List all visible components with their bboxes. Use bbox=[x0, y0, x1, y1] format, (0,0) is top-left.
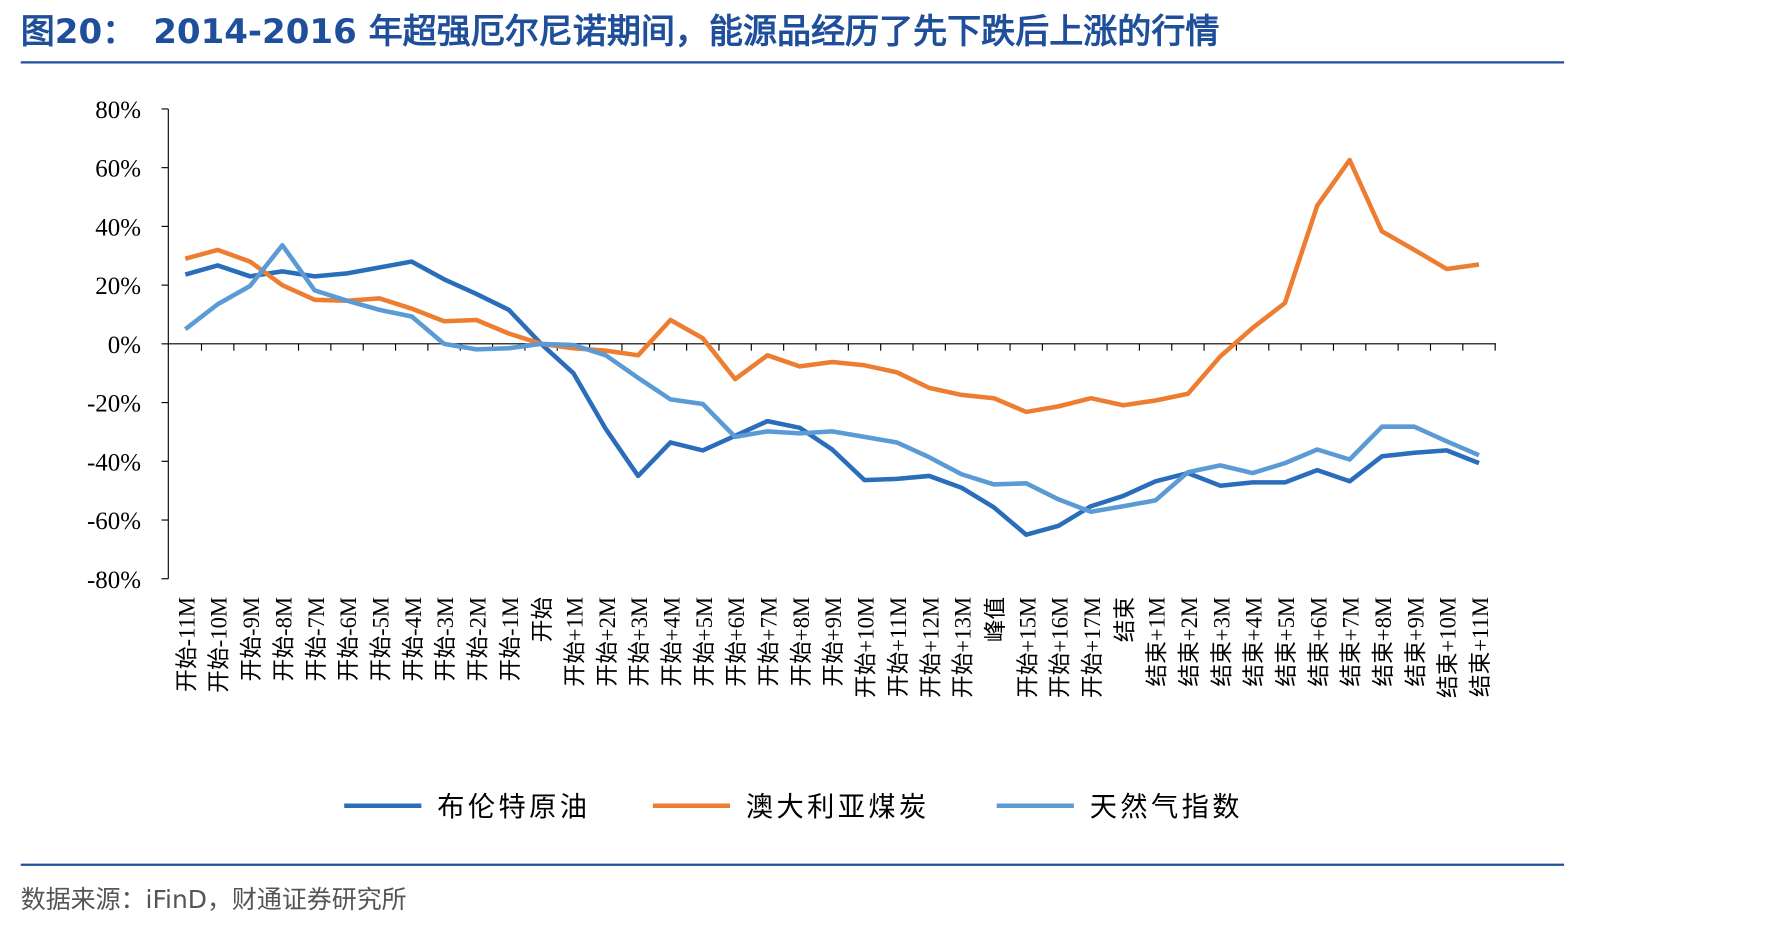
chart-title: 图20： 2014-2016 年超强厄尔尼诺期间，能源品经历了先下跌后上涨的行情 bbox=[21, 12, 1220, 52]
x-tick-label: 结束+10M bbox=[1436, 597, 1461, 698]
x-tick-label: 开始 bbox=[530, 597, 555, 642]
x-tick-label: 开始+7M bbox=[757, 597, 782, 687]
x-tick-label: 开始-3M bbox=[433, 597, 458, 681]
x-tick-label: 开始+17M bbox=[1080, 597, 1105, 698]
x-tick-label: 结束+3M bbox=[1209, 597, 1234, 687]
x-tick-label: 开始+15M bbox=[1015, 597, 1040, 698]
x-tick-label: 开始+3M bbox=[627, 597, 652, 687]
x-tick-label: 开始-4M bbox=[401, 597, 426, 681]
x-tick-label: 开始-8M bbox=[271, 597, 296, 681]
x-tick-label: 开始+1M bbox=[563, 597, 588, 687]
x-tick-label: 开始-6M bbox=[336, 597, 361, 681]
x-tick-label: 开始-7M bbox=[304, 597, 329, 681]
x-tick-label: 结束+7M bbox=[1339, 597, 1364, 687]
series-line bbox=[183, 242, 1480, 515]
x-tick-label: 开始+13M bbox=[951, 597, 976, 698]
x-tick-label: 结束+5M bbox=[1274, 597, 1299, 687]
legend-label: 天然气指数 bbox=[1090, 792, 1243, 823]
x-tick-label: 开始-10M bbox=[207, 597, 232, 693]
x-tick-label: 结束+11M bbox=[1468, 597, 1493, 697]
y-tick-label: -40% bbox=[87, 449, 141, 476]
y-tick-label: -80% bbox=[87, 567, 141, 594]
y-tick-label: -60% bbox=[87, 508, 141, 535]
x-tick-label: 开始+2M bbox=[595, 597, 620, 687]
x-tick-label: 开始-11M bbox=[174, 597, 199, 692]
x-tick-label: 开始+12M bbox=[918, 597, 943, 698]
x-tick-label: 开始+11M bbox=[886, 597, 911, 697]
x-tick-label: 结束 bbox=[1112, 597, 1137, 642]
x-tick-label: 开始+6M bbox=[724, 597, 749, 687]
x-tick-label: 开始-5M bbox=[368, 597, 393, 681]
x-tick-label: 结束+9M bbox=[1403, 597, 1428, 687]
x-tick-label: 开始+4M bbox=[660, 597, 685, 687]
series-line bbox=[184, 157, 1480, 415]
legend-label: 澳大利亚煤炭 bbox=[746, 792, 930, 823]
legend-label: 布伦特原油 bbox=[437, 792, 590, 823]
y-tick-label: 0% bbox=[108, 332, 141, 359]
x-tick-label: 开始+16M bbox=[1048, 597, 1073, 698]
x-tick-label: 结束+1M bbox=[1145, 597, 1170, 687]
y-tick-label: 60% bbox=[95, 156, 141, 183]
y-tick-label: 40% bbox=[95, 214, 141, 241]
source: 数据来源：iFinD，财通证券研究所 bbox=[21, 885, 407, 914]
y-tick-label: -20% bbox=[87, 391, 141, 418]
x-tick-label: 结束+8M bbox=[1371, 597, 1396, 687]
y-tick-label: 20% bbox=[95, 273, 141, 300]
x-tick-label: 结束+4M bbox=[1242, 597, 1267, 687]
y-tick-label: 80% bbox=[95, 97, 141, 124]
x-tick-label: 开始-9M bbox=[239, 597, 264, 681]
x-tick-label: 峰值 bbox=[983, 597, 1008, 642]
series-line bbox=[184, 259, 1480, 537]
plot: -80% -60% -40% -20% 0% 20% 40% 60% 80% 开始-11M 开始-1… bbox=[87, 97, 1497, 823]
x-tick-label: 开始+8M bbox=[789, 597, 814, 687]
x-tick-label: 结束+2M bbox=[1177, 597, 1202, 687]
x-tick-label: 开始+5M bbox=[692, 597, 717, 687]
x-tick-label: 开始+10M bbox=[854, 597, 879, 698]
x-tick-label: 开始+9M bbox=[821, 597, 846, 687]
x-tick-label: 开始-2M bbox=[465, 597, 490, 681]
x-tick-label: 结束+6M bbox=[1306, 597, 1331, 687]
x-tick-label: 开始-1M bbox=[498, 597, 523, 681]
